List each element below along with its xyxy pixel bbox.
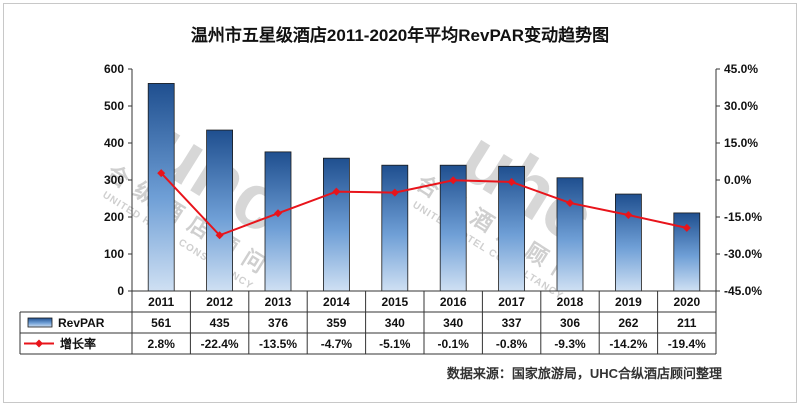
revpar-value-label: 262 [618, 316, 638, 330]
growth-value-label: -9.3% [554, 337, 586, 351]
revpar-value-label: 435 [210, 316, 230, 330]
left-tick-label: 0 [117, 284, 124, 298]
legend-growth-label: 增长率 [60, 336, 96, 351]
revpar-chart: 温州市五星级酒店2011-2020年平均RevPAR变动趋势图 uhc合纵酒店顾… [19, 25, 762, 381]
category-label: 2020 [673, 295, 700, 309]
right-tick-label: -45.0% [724, 284, 762, 298]
left-tick-label: 300 [104, 173, 124, 187]
bar [498, 165, 526, 292]
source-note: 数据来源：国家旅游局，UHC合纵酒店顾问整理 [447, 366, 722, 381]
bar [615, 193, 642, 292]
category-label: 2011 [148, 295, 174, 309]
chart-frame: 温州市五星级酒店2011-2020年平均RevPAR变动趋势图 uhc合纵酒店顾… [3, 3, 797, 403]
legend-line-marker [35, 339, 43, 348]
growth-point [682, 223, 691, 232]
right-tick-label: 15.0% [724, 136, 758, 150]
right-tick-label: 45.0% [724, 62, 758, 76]
revpar-value-label: 211 [677, 316, 697, 330]
revpar-value-label: 561 [151, 316, 171, 330]
left-tick-label: 500 [104, 99, 124, 113]
growth-value-label: -0.8% [496, 337, 528, 351]
growth-value-label: -0.1% [438, 337, 470, 351]
growth-value-label: -4.7% [321, 337, 353, 351]
bar [556, 177, 584, 292]
category-label: 2018 [557, 295, 584, 309]
revpar-value-label: 376 [268, 316, 288, 330]
data-table: 2011 2012 2013 2014 2015 2016 2017 2018 2019 2020… [19, 290, 717, 355]
bar [264, 151, 292, 292]
category-label: 2014 [323, 295, 350, 309]
legend-revpar-label: RevPAR [58, 316, 105, 330]
bar [322, 157, 350, 292]
revpar-value-label: 359 [326, 316, 346, 330]
revpar-value-label: 306 [560, 316, 580, 330]
growth-value-label: 2.8% [148, 337, 176, 351]
revpar-value-label: 340 [443, 316, 463, 330]
category-label: 2016 [440, 295, 467, 309]
chart-title: 温州市五星级酒店2011-2020年平均RevPAR变动趋势图 [191, 25, 609, 45]
growth-point [157, 169, 166, 178]
right-tick-label: -30.0% [724, 247, 762, 261]
category-label: 2012 [206, 295, 233, 309]
category-label: 2015 [381, 295, 408, 309]
growth-value-label: -14.2% [609, 337, 647, 351]
left-tick-label: 600 [104, 62, 124, 76]
category-label: 2019 [615, 295, 642, 309]
growth-point [274, 209, 282, 218]
chart-axes: 0 100 200 300 400 500 600 -45.0% -30.0% -15.0% 0.0… [104, 62, 762, 298]
growth-point [449, 176, 458, 185]
growth-point [332, 187, 341, 196]
line-series [157, 169, 691, 240]
right-tick-label: -15.0% [724, 210, 762, 224]
bar [147, 83, 175, 292]
growth-point [624, 211, 633, 220]
growth-value-label: -13.5% [259, 337, 297, 351]
growth-point [215, 231, 224, 240]
right-tick-label: 30.0% [724, 99, 758, 113]
category-label: 2017 [498, 295, 525, 309]
growth-point [390, 188, 399, 197]
growth-value-label: -5.1% [379, 337, 411, 351]
growth-point [566, 198, 574, 207]
bar [439, 164, 467, 292]
growth-value-label: -22.4% [201, 337, 239, 351]
right-tick-label: 0.0% [724, 173, 752, 187]
left-tick-label: 200 [104, 210, 124, 224]
revpar-value-label: 337 [502, 316, 522, 330]
growth-line [160, 172, 688, 237]
legend-bar-swatch [27, 317, 53, 328]
growth-value-label: -19.4% [668, 337, 706, 351]
bar [206, 129, 234, 292]
left-tick-label: 400 [104, 136, 124, 150]
category-label: 2013 [265, 295, 292, 309]
growth-point [507, 177, 516, 186]
revpar-value-label: 340 [385, 316, 405, 330]
bar [381, 164, 409, 292]
left-tick-label: 100 [104, 247, 124, 261]
